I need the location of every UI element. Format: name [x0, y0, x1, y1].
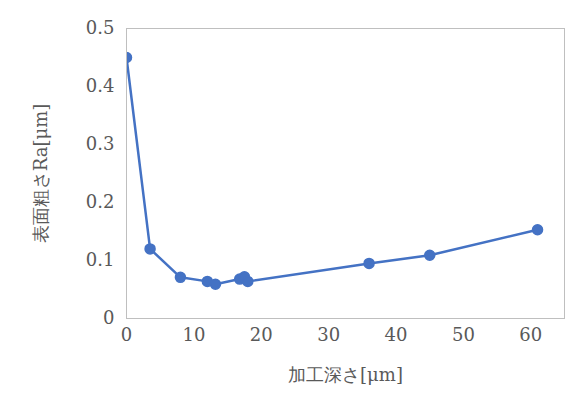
svg-text:60: 60: [519, 324, 542, 345]
svg-text:表面粗さRa[μm]: 表面粗さRa[μm]: [30, 104, 51, 244]
svg-text:0.2: 0.2: [86, 191, 115, 212]
svg-text:40: 40: [385, 324, 408, 345]
svg-text:0.1: 0.1: [86, 249, 115, 270]
svg-text:加工深さ[μm]: 加工深さ[μm]: [288, 364, 403, 385]
svg-text:0: 0: [103, 307, 114, 328]
svg-text:10: 10: [182, 324, 205, 345]
svg-text:0.4: 0.4: [86, 75, 115, 96]
svg-text:0.5: 0.5: [86, 17, 115, 38]
svg-text:0.3: 0.3: [86, 133, 115, 154]
svg-text:0: 0: [121, 324, 132, 345]
svg-text:50: 50: [452, 324, 475, 345]
svg-text:30: 30: [317, 324, 340, 345]
svg-text:20: 20: [250, 324, 273, 345]
